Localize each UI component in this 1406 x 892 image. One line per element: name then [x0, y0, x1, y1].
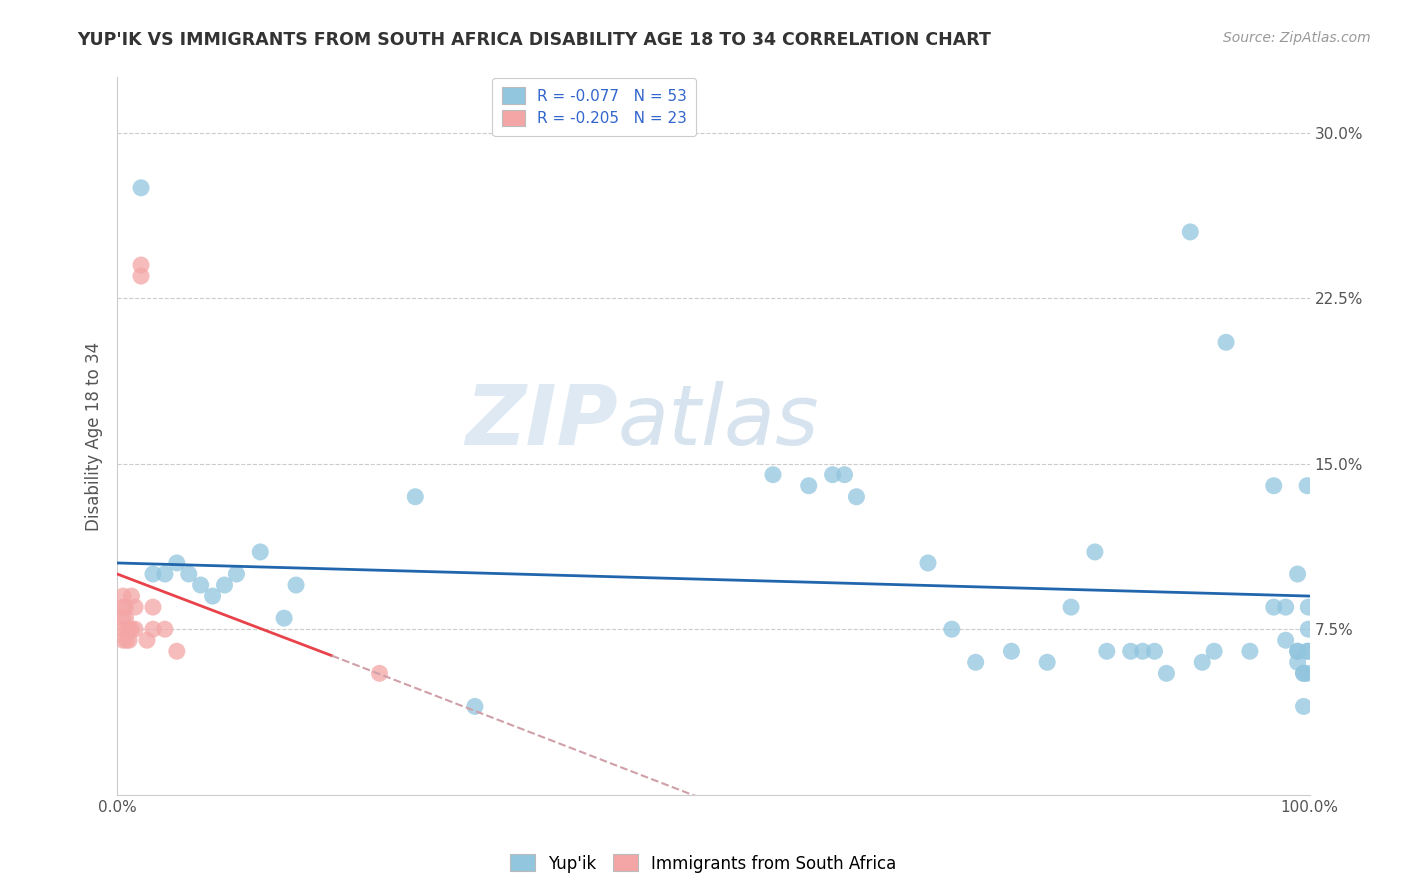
Point: [153, 622, 176, 636]
Text: ZIP: ZIP: [465, 381, 619, 462]
Point: [1286, 644, 1309, 658]
Point: [1084, 545, 1107, 559]
Point: [142, 600, 165, 615]
Point: [1191, 655, 1213, 669]
Point: [1263, 479, 1285, 493]
Point: [166, 556, 188, 570]
Point: [190, 578, 212, 592]
Point: [762, 467, 785, 482]
Point: [917, 556, 939, 570]
Point: [464, 699, 486, 714]
Point: [834, 467, 856, 482]
Point: [1286, 655, 1309, 669]
Point: [285, 578, 308, 592]
Legend: Yup'ik, Immigrants from South Africa: Yup'ik, Immigrants from South Africa: [503, 847, 903, 880]
Point: [1156, 666, 1178, 681]
Point: [129, 268, 152, 283]
Point: [368, 666, 391, 681]
Point: [1204, 644, 1226, 658]
Point: [201, 589, 224, 603]
Point: [114, 611, 136, 625]
Point: [118, 633, 141, 648]
Point: [941, 622, 963, 636]
Point: [129, 181, 152, 195]
Text: atlas: atlas: [619, 381, 820, 462]
Point: [112, 633, 135, 648]
Point: [153, 567, 176, 582]
Point: [1036, 655, 1059, 669]
Point: [1292, 666, 1315, 681]
Point: [1180, 225, 1202, 239]
Point: [142, 622, 165, 636]
Point: [821, 467, 844, 482]
Point: [115, 622, 138, 636]
Point: [225, 567, 247, 582]
Point: [1298, 644, 1320, 658]
Point: [124, 622, 146, 636]
Point: [124, 600, 146, 615]
Point: [797, 479, 820, 493]
Point: [1286, 567, 1309, 582]
Point: [1215, 335, 1237, 350]
Point: [129, 258, 152, 272]
Point: [112, 600, 135, 615]
Text: YUP'IK VS IMMIGRANTS FROM SOUTH AFRICA DISABILITY AGE 18 TO 34 CORRELATION CHART: YUP'IK VS IMMIGRANTS FROM SOUTH AFRICA D…: [77, 31, 991, 49]
Point: [1292, 666, 1315, 681]
Point: [1060, 600, 1083, 615]
Point: [845, 490, 868, 504]
Point: [1296, 666, 1319, 681]
Point: [1095, 644, 1118, 658]
Text: Source: ZipAtlas.com: Source: ZipAtlas.com: [1223, 31, 1371, 45]
Point: [112, 589, 135, 603]
Point: [1274, 600, 1296, 615]
Point: [1298, 622, 1320, 636]
Point: [114, 600, 136, 615]
Point: [1292, 699, 1315, 714]
Point: [177, 567, 200, 582]
Point: [115, 633, 138, 648]
Point: [118, 622, 141, 636]
Point: [112, 622, 135, 636]
Point: [112, 611, 135, 625]
Point: [1296, 644, 1319, 658]
Point: [1143, 644, 1166, 658]
Point: [1132, 644, 1154, 658]
Point: [273, 611, 295, 625]
Point: [1286, 644, 1309, 658]
Point: [214, 578, 236, 592]
Point: [1000, 644, 1022, 658]
Point: [1263, 600, 1285, 615]
Point: [136, 633, 159, 648]
Point: [1239, 644, 1261, 658]
Point: [166, 644, 188, 658]
Point: [965, 655, 987, 669]
Point: [1298, 600, 1320, 615]
Point: [1274, 633, 1296, 648]
Y-axis label: Disability Age 18 to 34: Disability Age 18 to 34: [86, 342, 103, 531]
Point: [1119, 644, 1142, 658]
Point: [142, 567, 165, 582]
Legend: R = -0.077   N = 53, R = -0.205   N = 23: R = -0.077 N = 53, R = -0.205 N = 23: [492, 78, 696, 136]
Point: [249, 545, 271, 559]
Point: [121, 622, 143, 636]
Point: [1296, 479, 1319, 493]
Point: [404, 490, 426, 504]
Point: [121, 589, 143, 603]
